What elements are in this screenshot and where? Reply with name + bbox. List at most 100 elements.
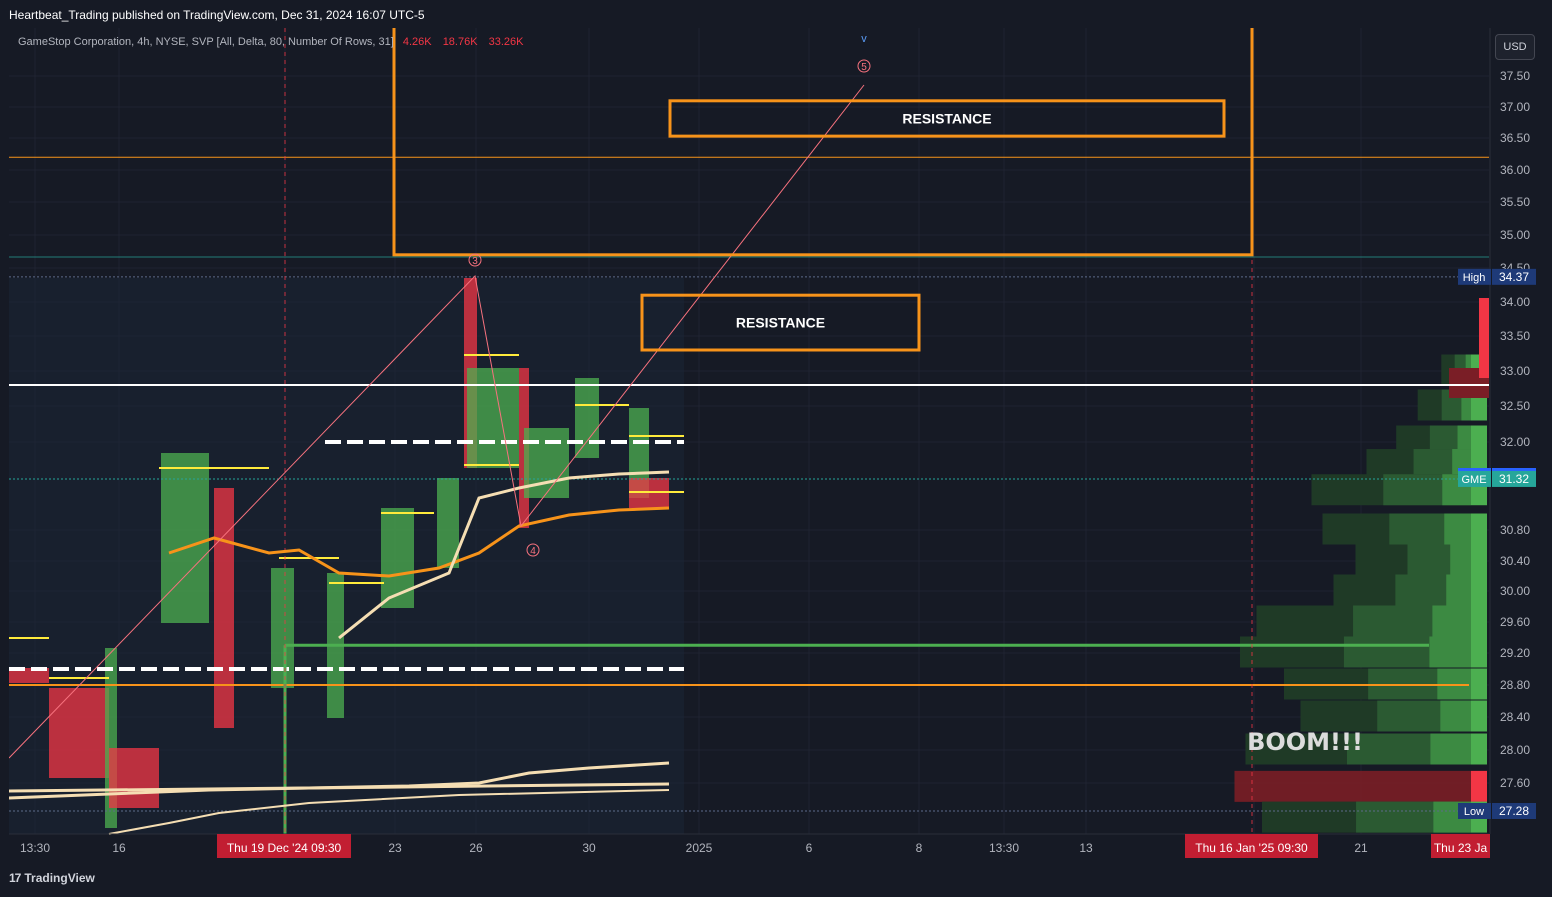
footprint-block-3 xyxy=(109,748,159,808)
resistance-label-1: RESISTANCE xyxy=(736,315,825,331)
wave-circle-0 xyxy=(468,253,482,267)
resistance-zone-1 xyxy=(640,293,921,352)
vp-row-edge-8 xyxy=(1471,605,1487,637)
tradingview-logo-icon: 17 xyxy=(9,871,21,885)
legend-value-1: 4.26K xyxy=(402,36,432,48)
elliott-wave-path xyxy=(9,84,865,759)
time-tick-5: 2025 xyxy=(686,841,713,855)
price-value-box-2 xyxy=(1492,470,1536,487)
price-value-box-3 xyxy=(1492,803,1536,819)
wave-circle-1 xyxy=(526,543,540,557)
price-tick-16: 29.20 xyxy=(1500,646,1530,660)
price-axis-bg xyxy=(1490,28,1552,862)
price-tick-20: 27.60 xyxy=(1500,776,1530,790)
price-tag-3 xyxy=(1458,803,1491,819)
price-tick-19: 28.00 xyxy=(1500,743,1530,757)
vp-row-hi-11 xyxy=(1440,700,1471,732)
time-tick-6: 6 xyxy=(806,841,813,855)
ma-long-2 xyxy=(9,782,670,793)
footprint-block-6 xyxy=(271,568,294,688)
vp-row-hi-7 xyxy=(1446,574,1471,606)
price-tag-0 xyxy=(1458,268,1491,285)
time-highlight-label-2: Thu 23 Ja xyxy=(1434,841,1488,855)
time-highlight-label-1: Thu 16 Jan '25 09:30 xyxy=(1195,841,1308,855)
time-tick-2: 23 xyxy=(388,841,402,855)
time-highlight-box-1 xyxy=(1185,834,1318,858)
vp-row-edge-10 xyxy=(1471,668,1487,700)
footprint-block-13 xyxy=(524,428,569,498)
wave-circle-2 xyxy=(857,59,871,73)
price-tick-5: 35.00 xyxy=(1500,228,1530,242)
vp-row-hi-5 xyxy=(1444,513,1471,545)
ma-long-3 xyxy=(108,789,670,835)
legend-value-3: 33.26K xyxy=(488,36,524,48)
brand-label: TradingView xyxy=(24,871,95,885)
wave-label-0: 3 xyxy=(472,256,478,267)
price-value-label-0: 34.37 xyxy=(1499,270,1529,284)
footprint-block-4 xyxy=(161,453,209,623)
history-shade xyxy=(9,278,684,834)
vp-row-hi-6 xyxy=(1450,544,1471,576)
v-marker: v xyxy=(861,33,867,45)
currency-button[interactable]: USD xyxy=(1495,34,1535,60)
footprint-block-11 xyxy=(467,368,519,468)
price-tick-8: 33.50 xyxy=(1500,329,1530,343)
vp-row-edge-7 xyxy=(1471,574,1487,606)
chart-area[interactable]: RESISTANCE RESISTANCE 3 4 5 v BOOM!!! 37.50 37.0… xyxy=(9,28,1552,862)
time-tick-10: 21 xyxy=(1354,841,1368,855)
price-tick-4: 35.50 xyxy=(1500,195,1530,209)
price-tick-18: 28.40 xyxy=(1500,710,1530,724)
vp-row-down-13 xyxy=(1234,770,1471,802)
time-tick-0: 13:30 xyxy=(20,841,50,855)
vp-row-hi-8 xyxy=(1432,605,1471,637)
time-highlight-box-2 xyxy=(1431,834,1490,858)
vp-row-edge-5 xyxy=(1471,513,1487,545)
vp-row-edge-6 xyxy=(1471,544,1487,576)
chart-canvas[interactable]: RESISTANCE RESISTANCE 3 4 5 v BOOM!!! 37.50 37.0… xyxy=(9,28,1552,862)
price-tick-7: 34.00 xyxy=(1500,295,1530,309)
price-tick-17: 28.80 xyxy=(1500,678,1530,692)
boom-label: BOOM!!! xyxy=(1247,728,1363,756)
vp-row-hi-1 xyxy=(1461,389,1471,421)
legend-values: 4.26K 18.76K 33.26K xyxy=(403,36,532,48)
price-tick-0: 37.50 xyxy=(1500,69,1530,83)
price-tag-2 xyxy=(1458,470,1491,487)
target-box xyxy=(392,28,1254,257)
time-highlight-label-0: Thu 19 Dec '24 09:30 xyxy=(227,841,342,855)
time-tick-9: 13 xyxy=(1079,841,1093,855)
footprint-block-14 xyxy=(575,378,599,458)
price-value-label-2: 31.32 xyxy=(1499,472,1529,486)
vp-row-edge-2 xyxy=(1471,425,1487,457)
vp-row-edge-11 xyxy=(1471,700,1487,732)
time-tick-1: 16 xyxy=(112,841,126,855)
vp-top-red-edge xyxy=(1479,298,1489,378)
price-tick-15: 29.60 xyxy=(1500,615,1530,629)
price-tick-10: 32.50 xyxy=(1500,399,1530,413)
vp-row-hi-2 xyxy=(1457,425,1471,457)
ma-orange xyxy=(168,506,670,578)
vp-row-hi-9 xyxy=(1429,636,1471,668)
price-tick-14: 30.00 xyxy=(1500,584,1530,598)
time-tick-4: 30 xyxy=(582,841,596,855)
vp-row-edge-13 xyxy=(1471,770,1487,802)
time-tick-8: 13:30 xyxy=(989,841,1019,855)
price-tick-9: 33.00 xyxy=(1500,364,1530,378)
price-tag-label-0: High xyxy=(1463,272,1486,284)
top-bar: Heartbeat_Trading published on TradingVi… xyxy=(0,0,1552,28)
footprint-block-9 xyxy=(437,478,459,568)
legend-symbol: GameStop Corporation, 4h, NYSE, SVP [All… xyxy=(18,36,394,48)
time-tick-7: 8 xyxy=(916,841,923,855)
price-tick-1: 37.00 xyxy=(1500,100,1530,114)
resistance-zone-0 xyxy=(668,99,1226,138)
price-tick-12: 30.80 xyxy=(1500,523,1530,537)
footprint-block-0 xyxy=(9,668,49,683)
resistance-label-0: RESISTANCE xyxy=(902,110,991,126)
wave-label-1: 4 xyxy=(530,546,536,557)
price-tick-2: 36.50 xyxy=(1500,131,1530,145)
price-value-label-3: 27.28 xyxy=(1499,804,1529,818)
footprint-block-15 xyxy=(629,408,649,498)
time-highlight-box-0 xyxy=(217,834,351,858)
footer-brand[interactable]: 17 TradingView xyxy=(9,871,95,885)
time-tick-3: 26 xyxy=(469,841,483,855)
price-tick-13: 30.40 xyxy=(1500,554,1530,568)
